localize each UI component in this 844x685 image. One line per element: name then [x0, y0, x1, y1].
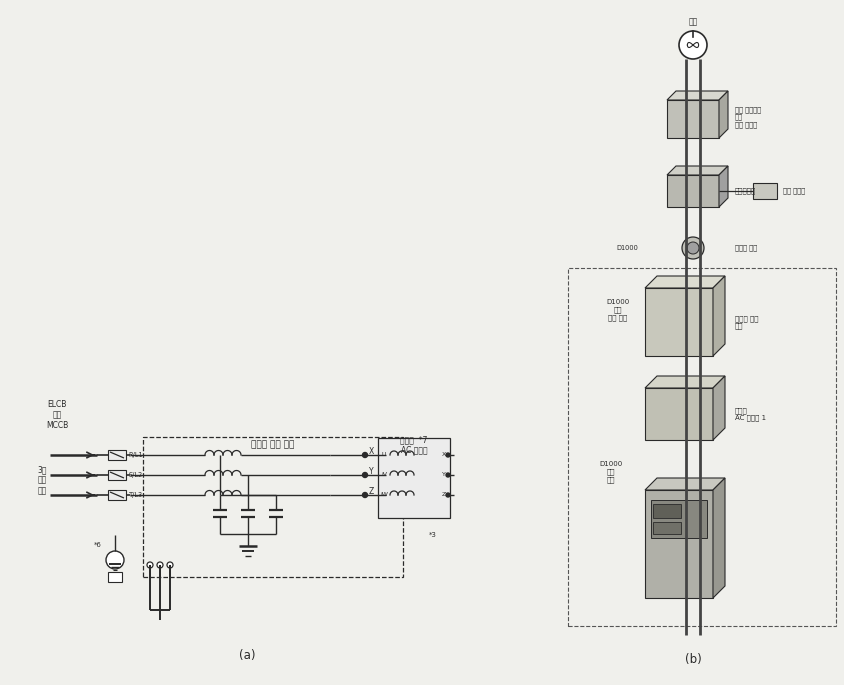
Polygon shape	[713, 376, 725, 440]
Bar	[645, 388, 713, 440]
Text: Y: Y	[369, 466, 373, 475]
Circle shape	[363, 473, 367, 477]
Polygon shape	[667, 166, 728, 175]
Bar	[108, 450, 126, 460]
Text: X: X	[442, 453, 446, 458]
Circle shape	[446, 453, 450, 457]
Bar	[667, 175, 719, 207]
Circle shape	[363, 493, 367, 497]
Polygon shape	[645, 376, 725, 388]
Circle shape	[687, 242, 699, 254]
Text: iW: iW	[380, 493, 388, 497]
Circle shape	[167, 562, 173, 568]
Text: 서지 업소버: 서지 업소버	[783, 188, 805, 195]
Text: 전원: 전원	[689, 18, 698, 27]
Bar	[568, 268, 836, 626]
Bar	[667, 100, 719, 138]
Text: 고조파 필터
모듈: 고조파 필터 모듈	[735, 315, 759, 329]
Circle shape	[147, 562, 153, 568]
Bar	[378, 438, 450, 518]
Text: 노이즈 입력: 노이즈 입력	[735, 245, 757, 251]
Text: 입력용  *7
AC 리액터: 입력용 *7 AC 리액터	[400, 435, 428, 455]
Bar	[108, 572, 122, 582]
Bar	[651, 500, 707, 538]
Text: D1000
보조
구성 기기: D1000 보조 구성 기기	[606, 299, 630, 321]
Text: ELCB
또는
MCCB: ELCB 또는 MCCB	[46, 400, 68, 430]
Circle shape	[679, 31, 707, 59]
Circle shape	[157, 562, 163, 568]
Text: 3상
교류
전원: 3상 교류 전원	[37, 465, 46, 495]
Text: U: U	[381, 453, 387, 458]
Text: 입력의
AC 리액터 1: 입력의 AC 리액터 1	[735, 407, 766, 421]
Text: D1000
본체
유닛: D1000 본체 유닛	[599, 462, 623, 483]
Polygon shape	[667, 91, 728, 100]
Text: iV: iV	[381, 473, 387, 477]
Bar	[653, 522, 681, 534]
Circle shape	[106, 551, 124, 569]
Polygon shape	[713, 276, 725, 356]
Polygon shape	[719, 91, 728, 138]
Text: 고조파 필터 모듈: 고조파 필터 모듈	[252, 440, 295, 449]
Bar	[645, 490, 713, 598]
Polygon shape	[645, 478, 725, 490]
Polygon shape	[645, 276, 725, 288]
Bar	[653, 504, 681, 518]
Text: D1000: D1000	[616, 245, 638, 251]
Text: *6: *6	[94, 542, 102, 548]
Text: *3: *3	[429, 532, 437, 538]
Text: 노전 서페리이
또는
배선 차단기: 노전 서페리이 또는 배선 차단기	[735, 106, 761, 128]
Bar	[753, 183, 777, 199]
Text: T/L3: T/L3	[129, 492, 143, 498]
Circle shape	[682, 237, 704, 259]
Text: X: X	[368, 447, 374, 456]
Text: Y: Y	[442, 473, 446, 477]
Text: R/L1: R/L1	[128, 452, 143, 458]
Text: (a): (a)	[239, 649, 255, 662]
Text: (b): (b)	[684, 653, 701, 667]
Text: S/L2: S/L2	[129, 472, 143, 478]
Polygon shape	[719, 166, 728, 207]
Bar	[645, 288, 713, 356]
Circle shape	[446, 473, 450, 477]
Bar	[108, 490, 126, 500]
Circle shape	[363, 453, 367, 458]
Text: Z: Z	[368, 486, 374, 495]
Bar	[108, 470, 126, 480]
Text: Z: Z	[442, 493, 446, 497]
Circle shape	[446, 493, 450, 497]
Bar	[143, 437, 403, 577]
Polygon shape	[713, 478, 725, 598]
Text: 전자접촉기: 전자접촉기	[735, 188, 756, 195]
